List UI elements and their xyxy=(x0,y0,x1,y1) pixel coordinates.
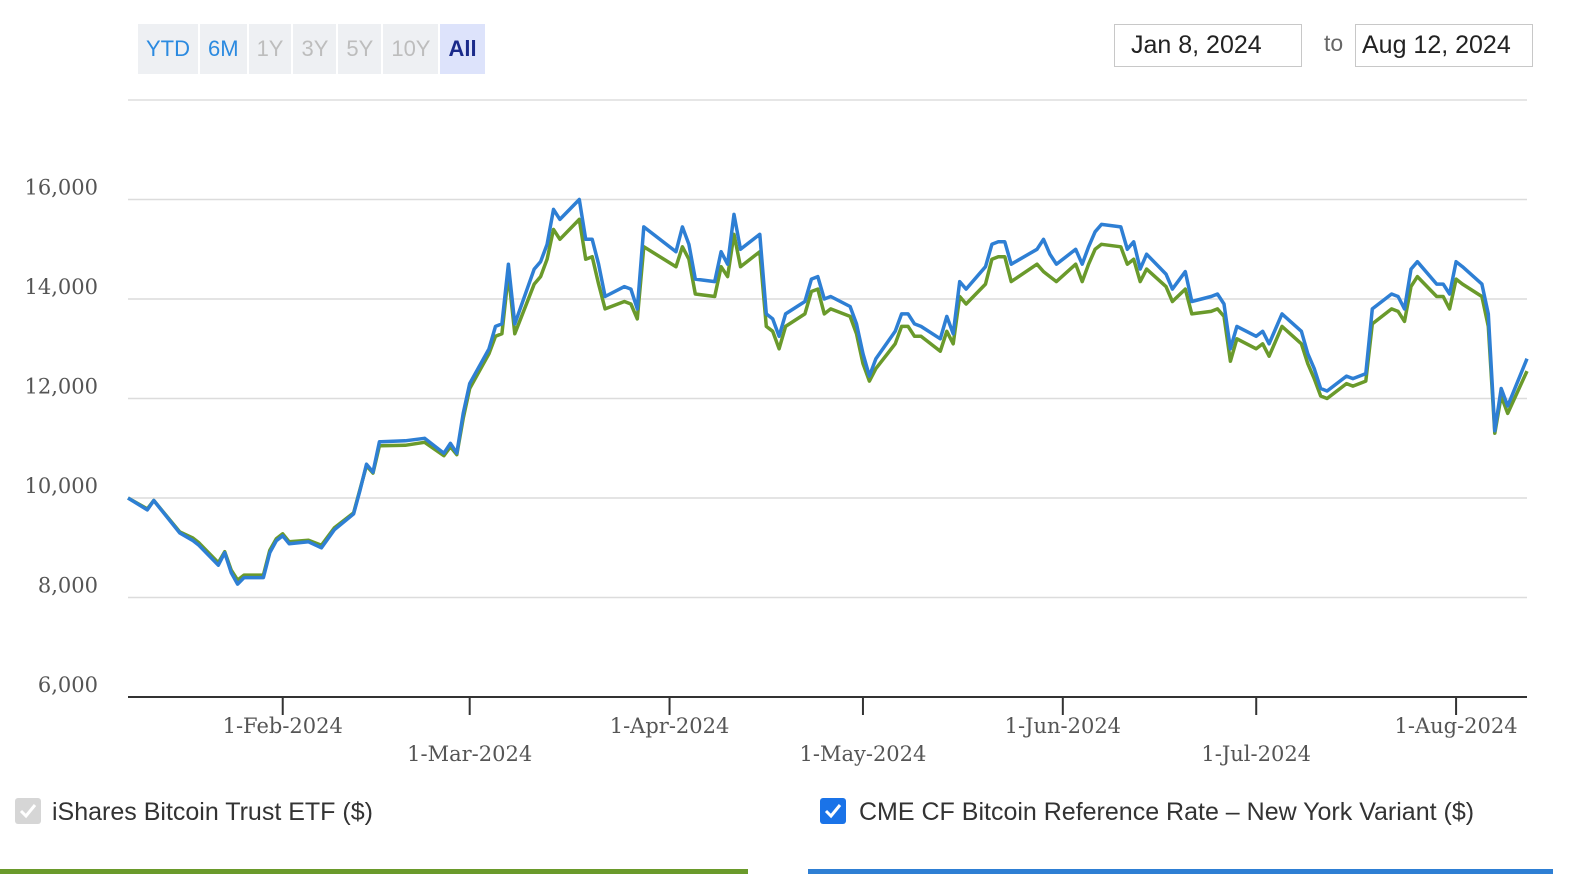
series-line xyxy=(127,217,1529,582)
legend-underline xyxy=(0,869,748,874)
legend-checkbox[interactable] xyxy=(820,798,846,824)
y-tick-label: 14,000 xyxy=(25,275,98,299)
legend-checkbox[interactable] xyxy=(15,798,41,824)
y-tick-label: 10,000 xyxy=(25,474,98,498)
range-button[interactable]: All xyxy=(440,24,487,74)
x-tick-label: 1-Jul-2024 xyxy=(1201,742,1311,766)
legend-label: iShares Bitcoin Trust ETF ($) xyxy=(52,798,373,826)
to-label: to xyxy=(1324,30,1344,56)
legend-label: CME CF Bitcoin Reference Rate – New York… xyxy=(859,798,1475,826)
x-tick-label: 1-Apr-2024 xyxy=(610,714,730,738)
y-tick-label: 12,000 xyxy=(25,375,98,399)
range-button[interactable]: YTD xyxy=(138,24,200,74)
check-icon xyxy=(824,804,842,819)
x-tick-label: 1-Mar-2024 xyxy=(407,742,532,766)
range-selector: YTD 6M 1Y 3Y 5Y 10Y All xyxy=(138,24,487,74)
y-tick-label: 8,000 xyxy=(38,574,98,598)
range-button[interactable]: 5Y xyxy=(338,24,384,74)
range-button[interactable]: 10Y xyxy=(383,24,441,74)
y-tick-label: 16,000 xyxy=(25,176,98,200)
range-button[interactable]: 6M xyxy=(200,24,249,74)
range-button[interactable]: 3Y xyxy=(293,24,339,74)
x-tick-label: 1-Aug-2024 xyxy=(1395,714,1518,738)
legend-underline xyxy=(808,869,1553,874)
chart: 6,000 8,000 10,000 12,000 14,000 16,000 1-Feb-… xyxy=(25,99,1529,766)
check-icon xyxy=(19,804,37,819)
start-date-input[interactable]: Jan 8, 2024 xyxy=(1114,24,1302,67)
range-button[interactable]: 1Y xyxy=(249,24,294,74)
x-tick-label: 1-May-2024 xyxy=(800,742,927,766)
series-line xyxy=(127,197,1529,586)
end-date-input[interactable]: Aug 12, 2024 xyxy=(1355,24,1533,67)
x-tick-label: 1-Jun-2024 xyxy=(1005,714,1121,738)
y-tick-label: 6,000 xyxy=(38,673,98,697)
x-tick-label: 1-Feb-2024 xyxy=(223,714,343,738)
